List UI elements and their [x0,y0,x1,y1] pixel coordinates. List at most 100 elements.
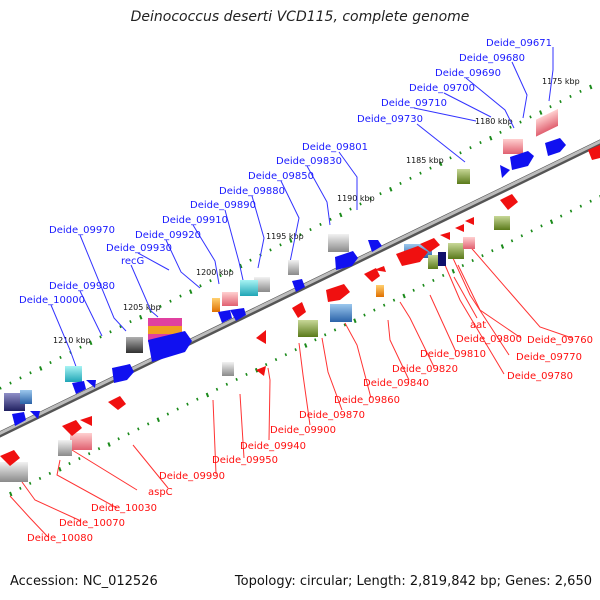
gene-label-deide-10030: Deide_10030 [91,503,157,514]
ruler-tick [343,323,347,327]
ruler-tick [510,239,514,243]
gene-label-deide-09950: Deide_09950 [212,455,278,466]
ruler-tick [99,335,102,339]
gene-label-deide-09860: Deide_09860 [334,395,400,406]
ruler-tick [489,135,493,141]
gene-label-deide-09671: Deide_09671 [486,38,552,49]
ruler-tick [117,437,120,441]
reverse-genes [0,145,600,482]
bottom-gene-labels: Deide_09760 aat Deide_09800 Deide_09770 … [27,320,593,544]
ruler-tick [284,353,288,357]
gene-label-deide-10070: Deide_10070 [59,518,125,529]
ruler-tick [186,402,189,406]
ruler-tick [441,273,445,277]
ruler-tick [469,146,472,150]
gene-label-deide-09930: Deide_09930 [106,243,172,254]
ruler-tick [429,166,432,170]
ruler-tick [109,330,112,334]
ruler-tick [87,452,91,456]
ruler-tick [269,248,272,252]
ruler-tick [9,381,12,385]
ruler-tick [39,366,43,371]
gene-label-deide-09900: Deide_09900 [270,425,336,436]
accession-text: Accession: NC_012526 [10,574,158,589]
ruler-tick [28,481,32,485]
gene-label-deide-09940: Deide_09940 [240,441,306,452]
tick-label: 1190 kbp [337,194,375,203]
ruler-tick [127,432,130,436]
gene-label-recg: recG [121,256,144,267]
ruler-tick [481,254,484,258]
ruler-tick [196,397,199,401]
ruler-tick [139,314,143,320]
ruler-tick [399,181,402,186]
ruler-tick [569,209,573,213]
ruler-tick [245,372,248,376]
ruler-tick [432,278,435,282]
forward-genes [4,108,566,426]
gene-label-deide-09880: Deide_09880 [219,186,285,197]
ruler-tick [279,243,282,247]
gene-label-deide-09870: Deide_09870 [299,410,365,421]
gene-label-deide-09780: Deide_09780 [507,371,573,382]
ruler-tick [559,100,562,104]
tick-label: 1180 kbp [475,117,513,126]
gene-label-deide-09690: Deide_09690 [435,68,501,79]
ruler-tick [38,476,42,480]
gene-label-deide-10000: Deide_10000 [19,295,85,306]
ruler-tick [349,207,352,211]
ruler-tick [0,386,2,390]
tick-label: 1210 kbp [53,336,91,345]
ruler-tick [169,299,172,303]
ruler-tick [229,268,232,272]
gene-label-deide-10080: Deide_10080 [27,533,93,544]
ruler-tick [319,222,322,226]
tick-label: 1195 kbp [266,232,304,241]
ruler-tick [549,105,552,109]
ruler-tick [97,447,101,451]
ruler-tick [29,371,32,375]
tick-label: 1205 kbp [123,303,161,312]
ruler-tick [333,328,337,332]
genome-title: Deinococcus deserti VCD115, complete gen… [130,9,470,25]
ruler-tick [539,110,543,115]
ruler-tick [323,333,327,337]
gene-label-deide-09700: Deide_09700 [409,83,475,94]
ruler-tick [529,115,532,119]
ruler-tick [129,320,132,324]
gene-label-deide-09980: Deide_09980 [49,281,115,292]
ruler-tick [479,140,482,145]
ruler-tick [500,244,505,249]
ruler-tick [359,202,362,206]
gene-label-aspc: aspC [148,487,173,498]
ruler-tick [589,84,593,90]
ruler-tick [579,89,582,93]
ruler-tick [379,192,382,196]
ruler-tick [382,303,386,307]
ruler-tick [48,471,52,475]
ruler-tick [309,227,312,232]
position-ticks: 1175 kbp 1180 kbp 1185 kbp 1190 kbp 1195… [53,77,580,345]
gene-label-deide-09990: Deide_09990 [159,471,225,482]
ruler-tick [137,427,140,431]
ruler-tick [176,407,179,411]
ruler-tick [314,338,317,342]
ruler-tick [239,263,243,269]
gene-label-deide-09890: Deide_09890 [190,200,256,211]
gene-label-deide-09840: Deide_09840 [363,378,429,389]
ruler-tick [19,376,22,380]
ruler-tick [49,361,52,365]
ruler-tick [412,288,415,292]
ruler-tick [540,224,543,228]
ruler-tick [363,313,366,317]
ruler-tick [509,125,512,129]
ruler-tick [9,491,13,497]
ruler-tick [89,340,93,346]
gene-label-deide-09730: Deide_09730 [357,114,423,125]
ruler-tick [189,289,193,295]
ruler-tick [589,199,592,203]
gene-label-deide-09801: Deide_09801 [302,142,368,153]
gene-label-deide-09810: Deide_09810 [420,349,486,360]
ruler-tick [205,392,210,398]
